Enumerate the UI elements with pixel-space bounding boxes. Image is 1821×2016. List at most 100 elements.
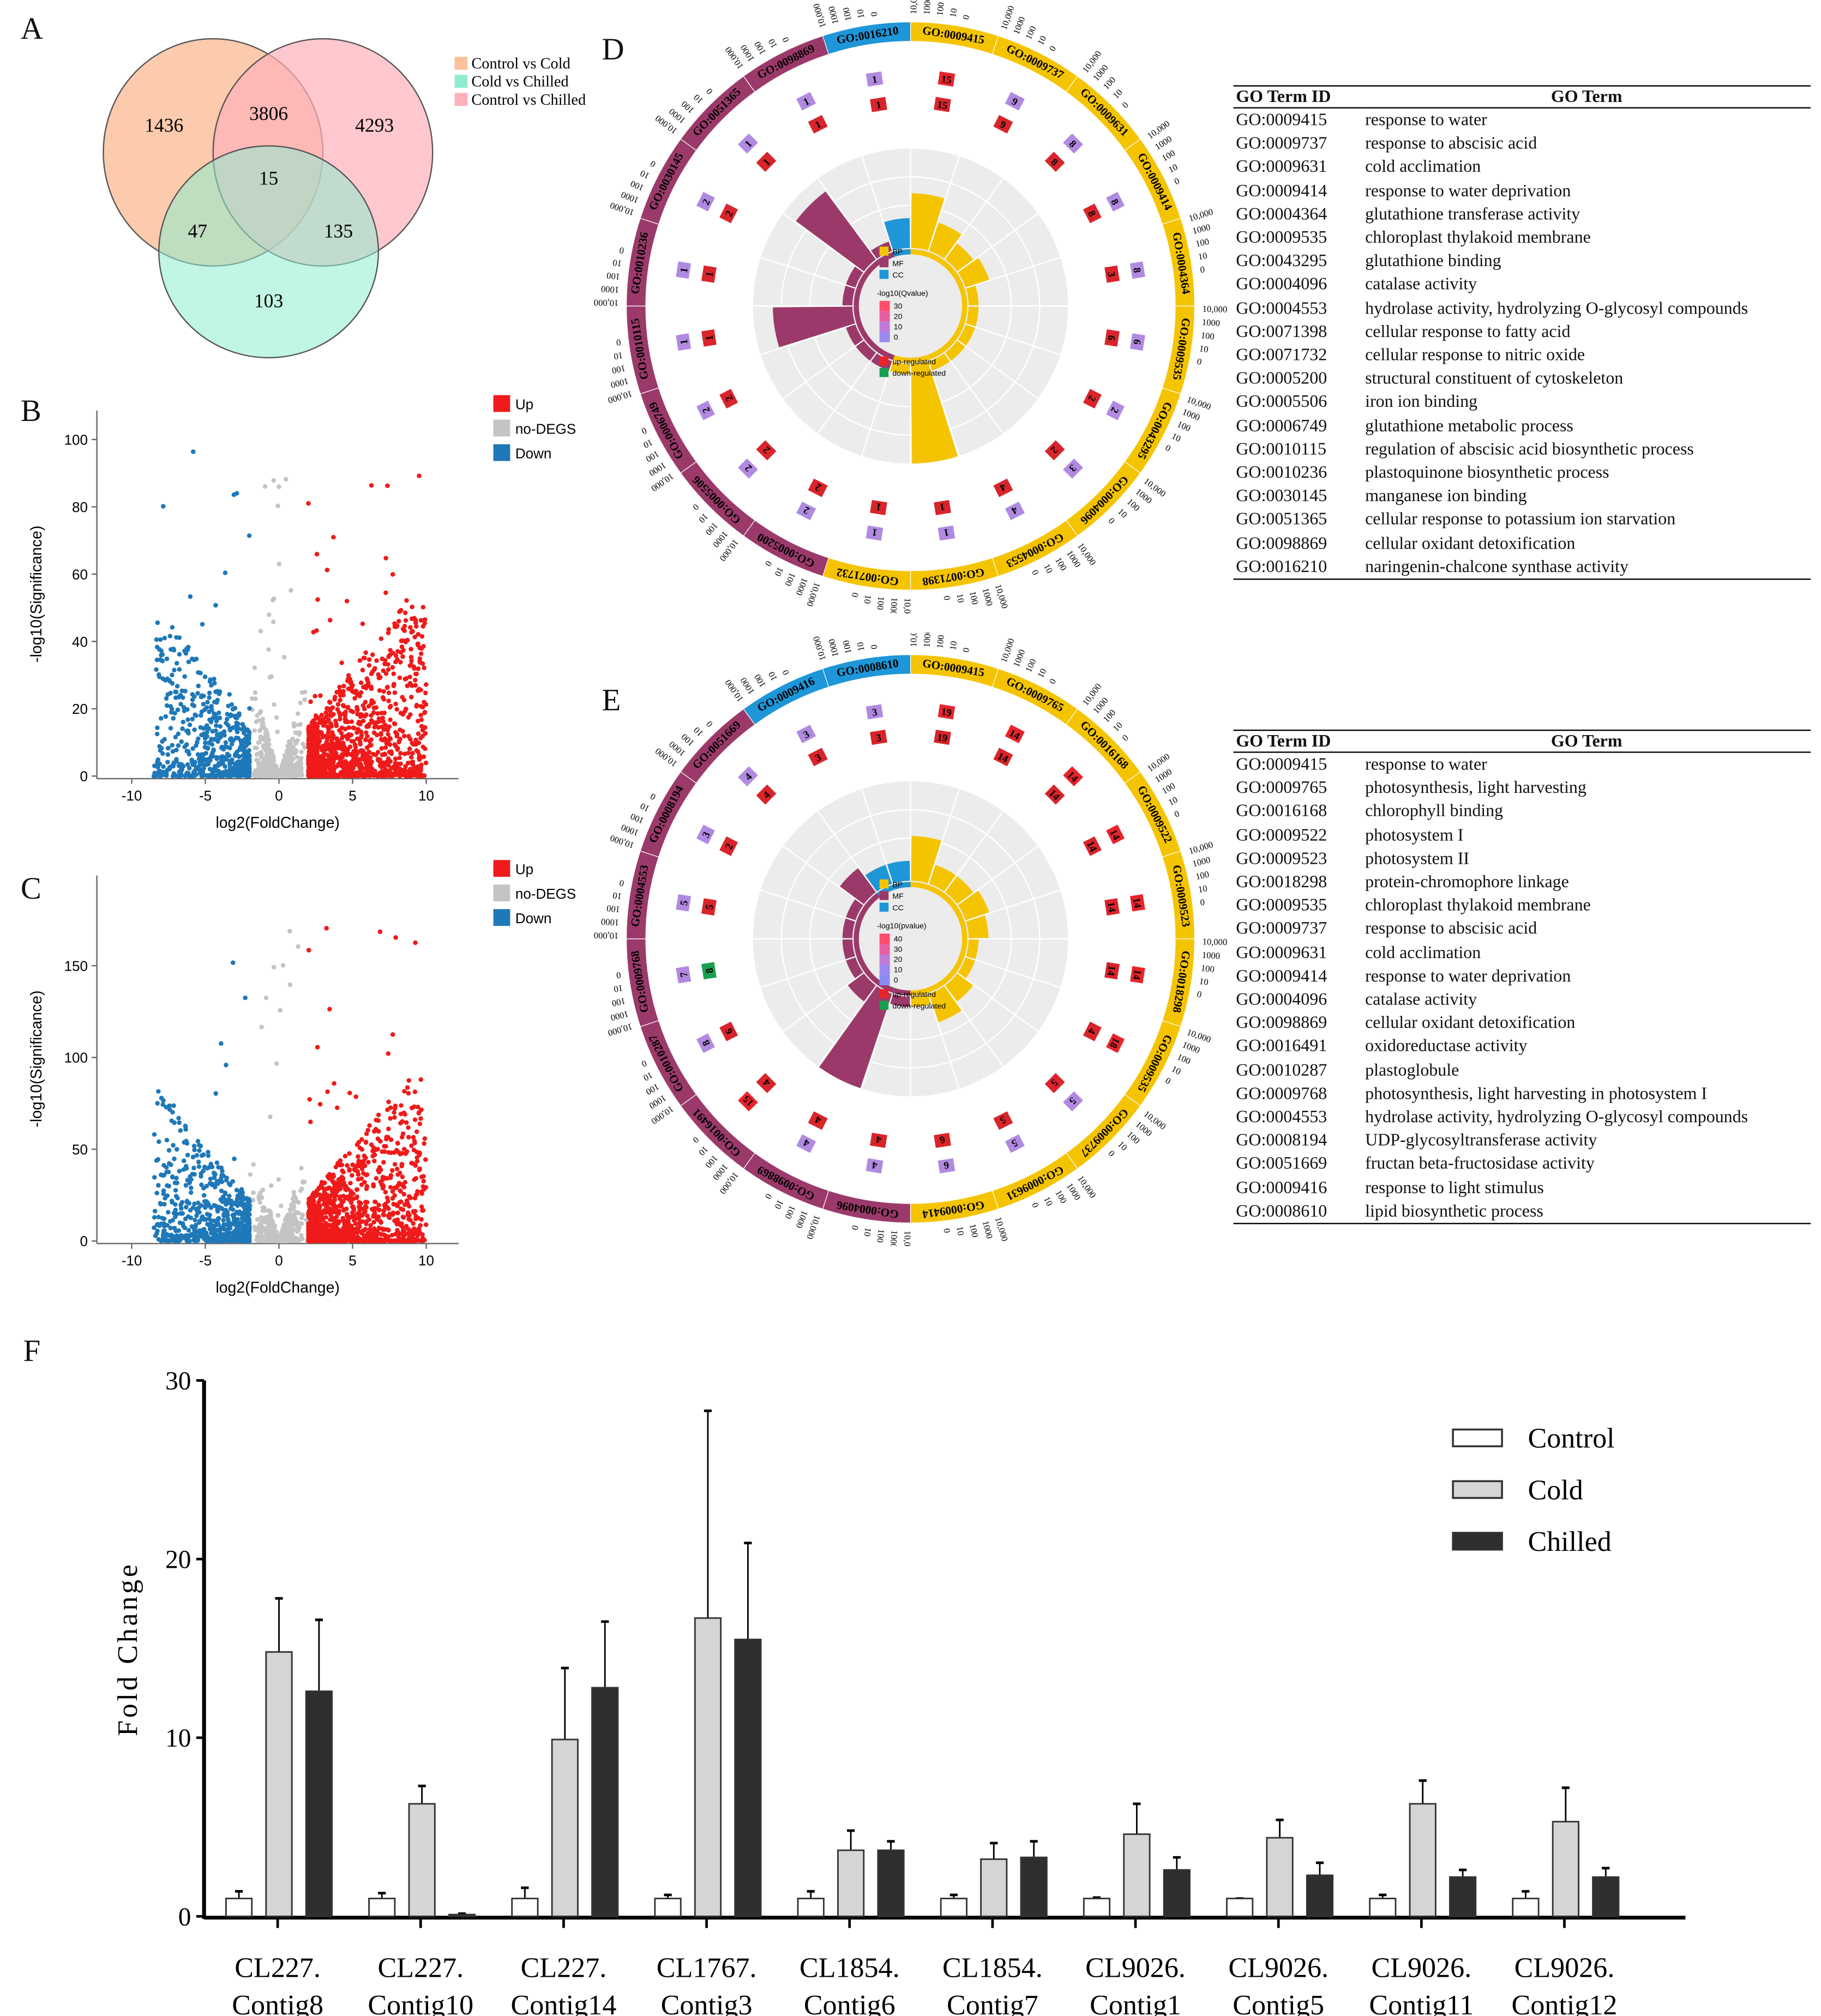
data-point [269, 1183, 274, 1188]
data-point [343, 1154, 348, 1159]
legend-label: Cold vs Chilled [471, 74, 568, 91]
data-point [372, 1200, 377, 1205]
y-tick-label: 60 [72, 566, 88, 582]
data-point [362, 774, 367, 779]
data-point [350, 763, 354, 768]
data-point [393, 756, 398, 761]
data-point [184, 646, 189, 651]
data-point [386, 654, 391, 659]
data-point [292, 724, 297, 729]
data-point [424, 702, 429, 707]
data-point [171, 1103, 176, 1108]
data-point [325, 725, 330, 730]
data-point [299, 1215, 304, 1220]
data-point [277, 1177, 281, 1182]
legend-swatch [455, 93, 468, 106]
data-point [269, 674, 274, 679]
data-point [363, 751, 368, 756]
data-point [405, 638, 410, 643]
data-point [330, 733, 335, 738]
data-point [417, 1166, 422, 1171]
data-point [380, 1150, 384, 1154]
data-point [154, 1191, 159, 1196]
data-point [272, 965, 277, 970]
data-point [214, 723, 219, 728]
data-point [326, 718, 331, 723]
data-point [380, 746, 384, 751]
data-point [237, 765, 242, 770]
x-axis-label: log2(FoldChange) [215, 1279, 339, 1296]
data-point [185, 1178, 190, 1183]
data-point [213, 603, 218, 608]
data-point [372, 1159, 377, 1164]
data-point [384, 727, 389, 732]
data-point [421, 644, 426, 649]
data-point [169, 647, 173, 652]
legend-swatch [494, 444, 510, 461]
data-point [312, 730, 317, 735]
data-point [271, 756, 276, 761]
data-point [178, 774, 183, 779]
data-point [395, 746, 400, 751]
data-point [377, 1165, 382, 1170]
data-point [267, 612, 272, 617]
data-point [407, 675, 412, 679]
data-point [184, 1199, 189, 1204]
data-point [152, 1175, 157, 1180]
data-point [396, 1230, 401, 1235]
data-point [186, 749, 191, 754]
data-point [362, 1180, 367, 1185]
data-point [212, 681, 217, 685]
data-point [395, 1211, 400, 1215]
data-point [386, 1127, 391, 1132]
data-point [286, 757, 291, 762]
data-point [183, 1124, 188, 1129]
legend-swatch [455, 57, 468, 70]
data-point [309, 1202, 314, 1207]
data-point [339, 756, 344, 761]
data-point [253, 768, 258, 773]
data-point [380, 1177, 385, 1182]
data-point [212, 737, 217, 742]
data-point [370, 767, 375, 772]
data-point [253, 690, 258, 695]
data-point [379, 636, 384, 641]
data-point [414, 703, 419, 708]
data-point [157, 1237, 161, 1242]
data-point [184, 771, 189, 776]
data-point [412, 1104, 417, 1109]
data-point [399, 1103, 404, 1108]
data-point [347, 1151, 352, 1156]
data-point [213, 764, 218, 769]
data-point [418, 1116, 423, 1121]
data-point [179, 739, 184, 744]
data-point [306, 501, 311, 506]
data-point [370, 670, 375, 675]
data-point [169, 726, 173, 731]
data-point [402, 1089, 407, 1094]
data-point [388, 742, 393, 747]
data-point [189, 1190, 194, 1195]
data-point [240, 1197, 245, 1202]
data-point [306, 742, 311, 747]
data-point [257, 773, 262, 778]
data-point [167, 679, 172, 684]
data-point [421, 1174, 426, 1179]
data-point [350, 1173, 354, 1178]
data-point [409, 755, 414, 760]
data-point [174, 635, 179, 640]
data-point [320, 1215, 324, 1220]
data-point [290, 774, 295, 779]
data-point [337, 711, 342, 715]
data-point [233, 763, 238, 768]
data-point [318, 772, 323, 777]
data-point [318, 1183, 323, 1188]
data-point [343, 727, 348, 732]
data-point [412, 1148, 417, 1153]
data-point [377, 676, 382, 681]
data-point [357, 1224, 362, 1229]
data-point [396, 739, 401, 744]
data-point [176, 743, 181, 748]
data-point [346, 676, 351, 681]
data-point [345, 1163, 350, 1168]
